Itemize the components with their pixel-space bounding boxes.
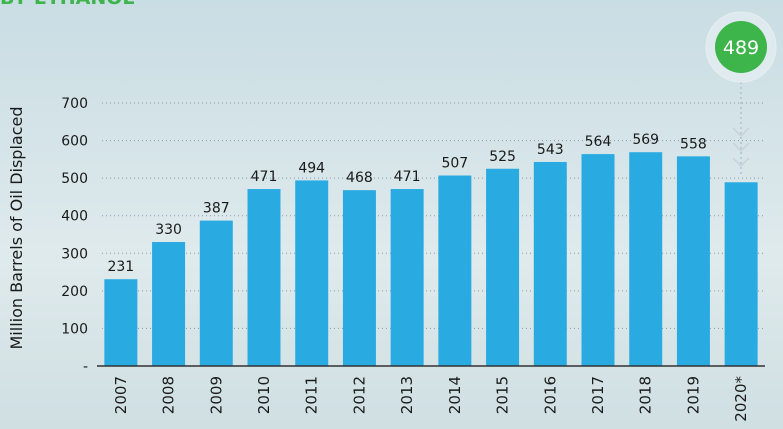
y-tick-label: 500	[61, 171, 88, 187]
chart: BY ETHANOL Million Barrels of Oil Displa…	[0, 0, 783, 429]
value-label: 569	[632, 132, 659, 148]
value-label: 507	[441, 156, 468, 172]
x-tick-label: 2019	[684, 376, 702, 414]
x-tick-label: 2015	[494, 376, 512, 414]
value-label: 558	[680, 136, 707, 152]
x-tick-label: 2018	[637, 376, 655, 414]
y-tick-label: 100	[61, 321, 88, 337]
value-label: 471	[251, 169, 278, 185]
x-tick-label: 2012	[350, 376, 368, 414]
bar	[391, 189, 424, 366]
value-label: 387	[203, 201, 230, 217]
bar	[438, 176, 471, 366]
y-axis-label: Million Barrels of Oil Displaced	[7, 107, 26, 350]
y-tick-label: 300	[61, 246, 88, 262]
bar	[343, 190, 376, 366]
bar	[534, 162, 567, 366]
chart-title: BY ETHANOL	[0, 0, 135, 9]
y-tick-label: 700	[61, 96, 88, 112]
y-tick-label: -	[83, 359, 88, 375]
bar	[104, 279, 137, 366]
bar	[295, 180, 328, 366]
bar	[152, 242, 185, 366]
y-tick-label: 200	[61, 284, 88, 300]
value-label: 525	[489, 149, 516, 165]
value-label: 231	[107, 259, 134, 275]
x-tick-label: 2017	[589, 376, 607, 414]
x-tick-label: 2010	[255, 376, 273, 414]
bar	[725, 182, 758, 366]
x-tick-label: 2009	[207, 376, 225, 414]
bar	[200, 221, 233, 366]
bar	[248, 189, 281, 366]
bar	[677, 156, 710, 366]
x-tick-label: 2020*	[732, 376, 750, 422]
x-tick-label: 2011	[303, 376, 321, 414]
x-tick-label: 2008	[160, 376, 178, 414]
y-tick-label: 400	[61, 209, 88, 225]
value-label: 330	[155, 222, 182, 238]
value-label: 564	[585, 134, 612, 150]
x-tick-label: 2014	[446, 376, 464, 414]
value-label: 494	[298, 160, 325, 176]
y-tick-label: 600	[61, 134, 88, 150]
bar	[629, 152, 662, 366]
x-tick-label: 2013	[398, 376, 416, 414]
x-tick-label: 2016	[541, 376, 559, 414]
x-tick-label: 2007	[112, 376, 130, 414]
value-label: 468	[346, 170, 373, 186]
value-label: 471	[394, 169, 421, 185]
bar	[486, 169, 519, 366]
bar	[582, 154, 615, 366]
value-label: 543	[537, 142, 564, 158]
highlight-label: 489	[723, 37, 759, 59]
